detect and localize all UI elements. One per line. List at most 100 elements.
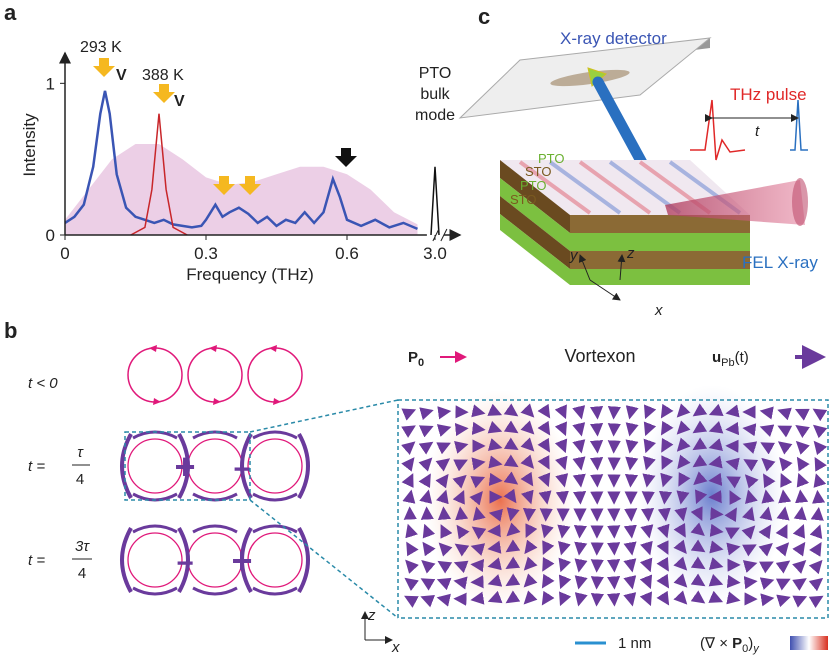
u-arc: [299, 434, 308, 498]
u-arc: [193, 432, 237, 500]
field-arrow: [818, 492, 819, 502]
annotation: V: [116, 67, 127, 84]
field-arrow: [797, 562, 804, 569]
field-arrow: [579, 594, 582, 605]
field-arrow: [422, 411, 431, 414]
cb-sub2: y: [752, 643, 760, 655]
row-label: t < 0: [28, 375, 58, 392]
field-arrow: [407, 459, 413, 467]
field-arrow: [797, 579, 805, 584]
field-arrow: [816, 459, 821, 467]
field-arrow: [614, 526, 615, 537]
field-arrow: [630, 577, 632, 588]
axis-label: x: [654, 302, 663, 319]
field-arrow: [561, 594, 565, 604]
field-arrow: [614, 441, 615, 452]
field-arrow: [797, 410, 805, 414]
field-arrow: [597, 458, 598, 469]
field-arrow: [580, 526, 581, 537]
detector-label: X-ray detector: [560, 29, 667, 48]
field-arrow: [597, 424, 598, 435]
u-arc: [253, 526, 297, 594]
field-arrow: [614, 543, 615, 554]
field-arrow: [630, 594, 633, 605]
figure: a b c 0100.30.63.0Frequency (THz)Intensi…: [0, 0, 831, 657]
field-arrow: [630, 441, 632, 452]
line: [431, 167, 439, 235]
field-arrow: [780, 562, 789, 569]
field-arrow: [630, 560, 632, 571]
field-arrow: [630, 526, 631, 537]
p0-main: P: [408, 349, 418, 366]
field-arrow: [579, 407, 582, 418]
p0-vortex: [128, 533, 182, 587]
vortexon-sign: −: [233, 453, 251, 486]
layer-label: STO: [510, 192, 537, 207]
field-arrow: [779, 580, 788, 585]
vortex-circles: +−−+: [122, 345, 308, 594]
field-arrow: [424, 544, 430, 553]
row-num: τ: [77, 444, 84, 461]
field-arrow: [800, 509, 802, 520]
field-arrow: [579, 475, 581, 486]
field-arrow: [456, 428, 467, 429]
field-arrow: [780, 544, 787, 552]
field-arrow: [762, 598, 772, 600]
field-arrow: [407, 561, 414, 568]
p0-arrowhead: [273, 398, 281, 405]
fel-label: FEL X-ray: [742, 253, 818, 272]
field-arrow: [711, 479, 722, 480]
peak-arrow: [153, 84, 175, 103]
field-arrow: [648, 492, 649, 503]
field-arrow: [422, 579, 431, 584]
y-tick-label: 0: [46, 226, 55, 245]
field-arrow: [816, 526, 819, 535]
field-arrow: [597, 407, 598, 418]
field-arrow: [422, 443, 431, 449]
field-arrow: [646, 594, 650, 604]
u-arc: [133, 526, 177, 594]
peak-arrow: [335, 148, 357, 167]
u-arc: [122, 434, 131, 498]
field-arrow: [799, 526, 803, 536]
p0-vortex: [248, 439, 302, 493]
field-arrow: [579, 458, 581, 469]
field-arrow: [728, 429, 739, 430]
p0-arrowhead: [209, 345, 217, 352]
field-arrow: [779, 427, 788, 432]
field-arrow: [406, 410, 414, 413]
field-arrow: [711, 530, 722, 531]
field-arrow: [664, 492, 665, 503]
field-arrow: [798, 544, 804, 553]
x-tick-label: 0.3: [194, 244, 218, 263]
upb-sub: Pb: [721, 357, 734, 369]
peak-arrow: [93, 58, 115, 77]
field-arrow: [648, 509, 649, 520]
field-arrow: [410, 509, 411, 520]
field-arrow: [408, 526, 411, 536]
x-tick-label: 3.0: [423, 244, 447, 263]
p0-label: P0: [408, 349, 424, 369]
field-arrow: [561, 424, 565, 434]
annotation: 293 K: [80, 39, 122, 56]
field-arrow: [562, 492, 563, 503]
axis-label: x: [391, 639, 400, 656]
field-arrow: [780, 443, 789, 450]
p0-vortex: [248, 533, 302, 587]
u-arc: [253, 432, 297, 500]
vortexon-sign: +: [231, 540, 252, 581]
p0-arrowhead: [153, 398, 161, 405]
field-arrow: [631, 475, 632, 486]
field-arrow: [817, 475, 820, 484]
layer-label: STO: [525, 164, 552, 179]
axis-label: z: [367, 607, 376, 624]
x-axis-title: Frequency (THz): [186, 265, 314, 284]
field-arrow: [460, 509, 461, 520]
upb-rest: (t): [735, 349, 749, 366]
field-arrow: [439, 580, 449, 584]
upb-main: u: [712, 349, 721, 366]
field-arrow: [580, 492, 581, 503]
field-arrow: [630, 543, 632, 554]
field-arrow: [406, 579, 414, 585]
y-tick-label: 1: [46, 74, 55, 93]
